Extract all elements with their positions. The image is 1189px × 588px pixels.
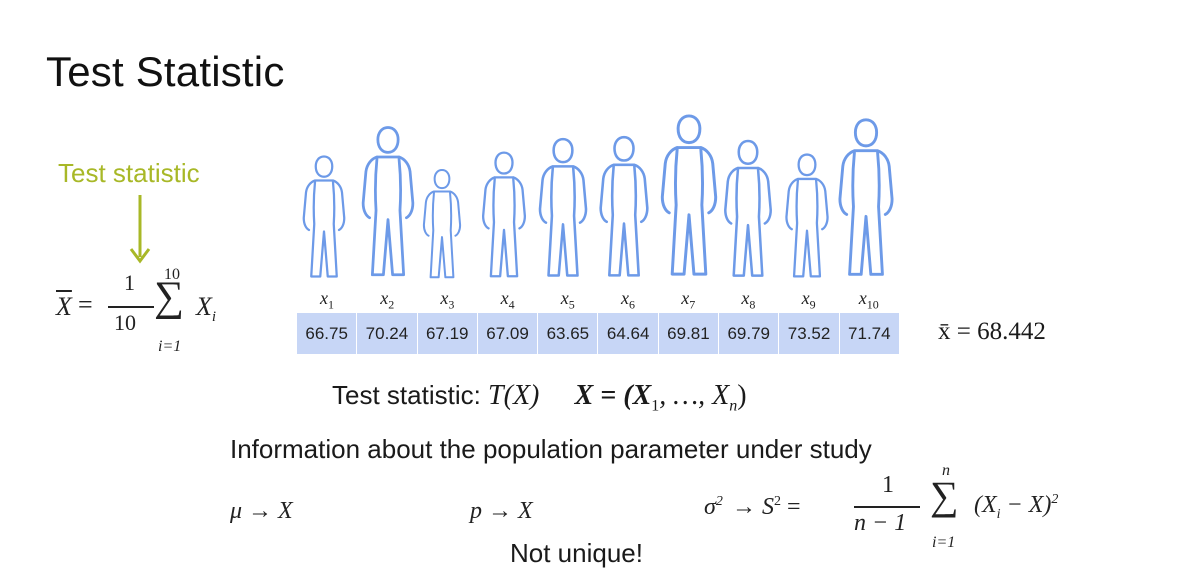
sample-variable-label: x7 <box>681 288 696 312</box>
person-figure-icon <box>361 126 415 277</box>
sample-variable-label: x10 <box>858 288 879 312</box>
sample-value-cell: 73.52 <box>779 313 840 354</box>
sample-value-cell: 66.75 <box>297 313 358 354</box>
sum-lower-limit: i=1 <box>158 338 182 355</box>
sample-value-cell: 67.09 <box>478 313 539 354</box>
sum-lower-limit: i=1 <box>932 534 956 551</box>
sample-vector: X = (X1, …, Xn) <box>574 380 747 415</box>
sample-value-cell: 63.65 <box>538 313 599 354</box>
person-figure-icon <box>599 135 649 277</box>
mu-estimator: μ → X <box>230 498 293 524</box>
test-statistic-label: Test statistic <box>58 158 200 188</box>
p-estimator: p → X <box>470 498 533 524</box>
mean-formula: X = 1 10 10 ∑ i=1 Xi <box>56 262 256 362</box>
fraction-bar <box>854 506 920 508</box>
sample-value-cell: 71.74 <box>848 323 891 343</box>
person-figure-icon <box>422 168 462 279</box>
sample-values-row: 66.75 70.24 67.19 67.09 63.65 64.64 69.81 69.79… <box>297 313 899 354</box>
sum-upper-limit: n <box>942 462 950 479</box>
equals-sign: = <box>78 290 93 319</box>
sample-variable-label: x6 <box>621 288 635 312</box>
fraction-numerator: 1 <box>882 472 894 498</box>
person-figure-icon <box>538 137 588 277</box>
sample-variable-label: x8 <box>741 288 756 312</box>
sample-value-cell: 64.64 <box>598 313 659 354</box>
sample-mean-value: x̄ = 68.442 <box>938 318 1046 345</box>
slide-title: Test Statistic <box>46 48 285 95</box>
person-figure-icon <box>723 139 773 277</box>
test-statistic-definition: Test statistic: T(X) X = (X1, …, Xn) <box>332 380 747 415</box>
variance-estimator: σ2 → S2 = 1 n − 1 n ∑ i=1 (Xi − X)2 <box>704 462 1094 566</box>
sample-variable-label: x5 <box>560 288 575 312</box>
test-statistic-function: T(X) <box>488 380 540 411</box>
person-figure-icon <box>302 155 346 278</box>
sigma-squared: σ2 <box>704 494 723 520</box>
summand: Xi <box>196 292 217 326</box>
sample-variable-label: x2 <box>380 288 395 312</box>
sample-value-cell: 69.81 <box>659 313 720 354</box>
summation-symbol: ∑ <box>930 473 959 518</box>
person-figure-icon <box>660 114 718 276</box>
not-unique-note: Not unique! <box>510 538 643 568</box>
person-figure-icon <box>481 151 527 278</box>
information-statement: Information about the population paramet… <box>230 434 872 464</box>
sum-upper-limit: 10 <box>164 266 180 283</box>
sample-variable-label: x3 <box>440 288 455 312</box>
person-figure-icon <box>785 153 829 278</box>
fraction-numerator: 1 <box>124 270 135 295</box>
sample-variable-label: x1 <box>320 288 334 312</box>
sample-variable-label: x9 <box>801 288 816 312</box>
xbar-symbol: X <box>56 292 72 321</box>
summation-symbol: ∑ <box>154 274 184 320</box>
sample-people-illustration <box>302 114 894 279</box>
sample-variable-label: x4 <box>500 288 515 312</box>
sample-value-cell: 70.24 <box>357 313 418 354</box>
sample-value-cell: 69.79 <box>719 313 780 354</box>
arrow-down-icon <box>129 195 151 264</box>
fraction-bar <box>108 306 154 308</box>
fraction-denominator: 10 <box>114 310 136 335</box>
squared-deviation: (Xi − X)2 <box>974 492 1059 522</box>
fraction-denominator: n − 1 <box>854 510 907 536</box>
sample-value-cell: 67.19 <box>418 313 478 354</box>
person-figure-icon <box>838 118 894 276</box>
s-squared: → S2 = <box>732 494 801 520</box>
